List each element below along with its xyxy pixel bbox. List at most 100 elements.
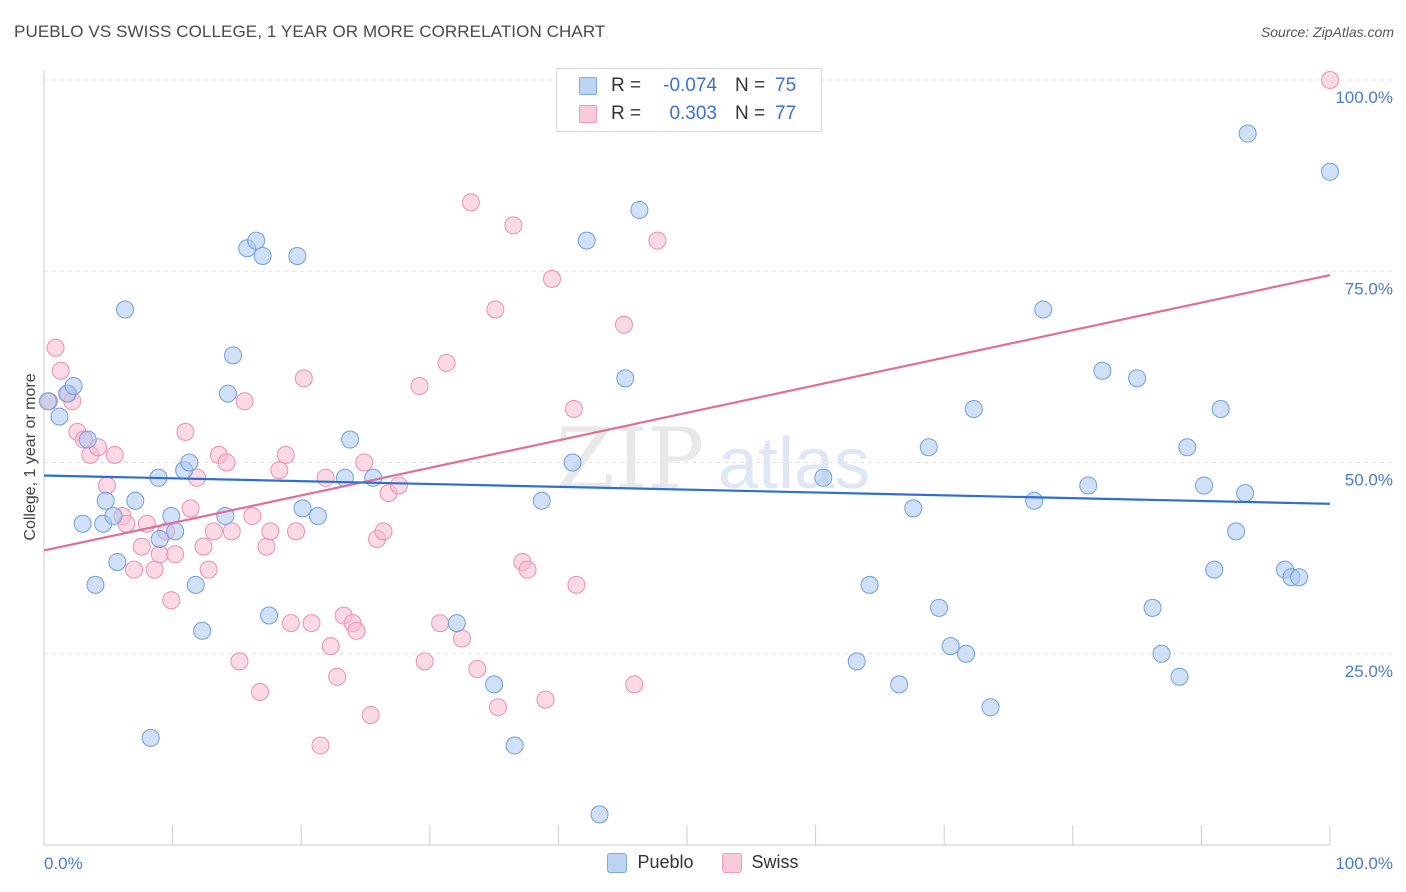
swiss-point-44 xyxy=(321,637,340,656)
swiss-n-value: 77 xyxy=(775,103,797,124)
swiss-point-61 xyxy=(468,660,487,679)
swiss-point-34 xyxy=(257,537,276,556)
legend-row-swiss: R = 0.303 N = 77 xyxy=(579,102,796,126)
swiss-point-45 xyxy=(328,667,347,686)
swiss-point-41 xyxy=(302,614,321,633)
swiss-point-50 xyxy=(361,705,380,724)
pueblo-point-0 xyxy=(38,392,57,411)
swiss-point-70 xyxy=(567,575,586,594)
pueblo-point-31 xyxy=(308,507,327,526)
swiss-point-14 xyxy=(132,537,151,556)
pueblo-point-45 xyxy=(847,652,866,671)
pueblo-point-24 xyxy=(224,346,243,365)
gridlines xyxy=(44,79,1393,655)
swiss-trend-line xyxy=(43,273,1331,552)
swiss-point-9 xyxy=(98,476,117,495)
swiss-point-24 xyxy=(194,537,213,556)
swiss-point-43 xyxy=(316,468,335,487)
swiss-point-76 xyxy=(1321,71,1339,89)
pueblo-point-68 xyxy=(1236,484,1255,503)
pueblo-point-61 xyxy=(1152,644,1171,663)
swiss-point-71 xyxy=(614,315,633,334)
pueblo-trend-line xyxy=(43,474,1331,505)
pueblo-point-60 xyxy=(1143,598,1162,617)
pueblo-r-label: R = xyxy=(611,75,642,96)
swiss-point-48 xyxy=(347,621,366,640)
source-label: Source: ZipAtlas.com xyxy=(1260,24,1394,40)
pueblo-point-15 xyxy=(150,530,169,548)
pueblo-point-12 xyxy=(126,491,145,510)
swiss-point-56 xyxy=(415,652,434,671)
swiss-point-20 xyxy=(166,545,185,564)
swiss-point-16 xyxy=(145,560,164,579)
swiss-point-28 xyxy=(217,453,236,472)
x-tick-label-min: 0.0% xyxy=(44,854,83,873)
swiss-point-10 xyxy=(105,445,124,464)
pueblo-point-53 xyxy=(964,399,983,418)
y-tick-label-75: 75.0% xyxy=(1345,279,1393,298)
pueblo-point-59 xyxy=(1128,369,1147,388)
swiss-point-21 xyxy=(176,422,195,441)
swiss-legend-label: Swiss xyxy=(751,852,799,872)
pueblo-point-41 xyxy=(590,805,609,824)
swiss-point-66 xyxy=(518,560,537,579)
legend-item-pueblo: Pueblo xyxy=(607,852,694,873)
swiss-point-35 xyxy=(261,522,280,541)
chart-title: PUEBLO VS SWISS COLLEGE, 1 YEAR OR MORE … xyxy=(14,22,606,41)
swiss-point-29 xyxy=(222,522,241,541)
pueblo-point-44 xyxy=(814,468,833,487)
x-tick-label-max: 100.0% xyxy=(1335,854,1393,873)
pueblo-n-value: 75 xyxy=(775,75,797,96)
swiss-point-59 xyxy=(452,629,471,648)
pueblo-r-value: -0.074 xyxy=(663,75,717,96)
pueblo-swatch xyxy=(579,77,597,95)
swiss-point-25 xyxy=(199,560,218,579)
pueblo-point-20 xyxy=(186,575,205,594)
pueblo-point-6 xyxy=(86,575,105,594)
pueblo-point-73 xyxy=(1321,162,1339,181)
swiss-point-40 xyxy=(294,369,313,388)
pueblo-legend-swatch xyxy=(607,852,628,873)
pueblo-point-54 xyxy=(981,698,1000,717)
pueblo-point-4 xyxy=(73,514,92,533)
swiss-point-58 xyxy=(437,354,456,373)
pueblo-point-19 xyxy=(180,453,199,472)
pueblo-point-58 xyxy=(1093,361,1112,380)
swiss-point-63 xyxy=(488,698,507,717)
swiss-point-68 xyxy=(542,269,561,288)
pueblo-points xyxy=(38,124,1339,824)
swiss-point-72 xyxy=(625,675,644,694)
swiss-point-2 xyxy=(51,361,70,380)
pueblo-point-1 xyxy=(50,407,69,426)
y-tick-labels: 25.0% 50.0% 75.0% 100.0% xyxy=(1335,88,1393,681)
pueblo-point-30 xyxy=(293,499,312,518)
trend-lines xyxy=(43,273,1331,552)
swiss-point-33 xyxy=(251,683,270,701)
swiss-point-30 xyxy=(230,652,249,671)
series-legend: Pueblo Swiss xyxy=(0,852,1406,873)
swiss-point-26 xyxy=(204,522,223,541)
pueblo-point-28 xyxy=(260,606,279,625)
pueblo-point-39 xyxy=(563,453,582,472)
swiss-n-label: N = xyxy=(735,103,766,124)
swiss-point-31 xyxy=(235,392,254,411)
y-tick-label-100: 100.0% xyxy=(1335,88,1393,107)
pueblo-point-47 xyxy=(890,675,909,694)
pueblo-point-65 xyxy=(1205,560,1224,579)
swiss-legend-swatch xyxy=(721,852,742,873)
swiss-point-38 xyxy=(281,614,300,633)
pueblo-legend-label: Pueblo xyxy=(637,852,694,872)
swiss-point-42 xyxy=(311,736,330,755)
correlation-legend: R = -0.074 N = 75 R = 0.303 N = 77 xyxy=(556,68,822,132)
swiss-point-1 xyxy=(46,338,65,357)
pueblo-point-37 xyxy=(505,736,524,755)
swiss-point-62 xyxy=(486,300,505,319)
pueblo-point-3 xyxy=(64,377,83,395)
pueblo-point-64 xyxy=(1194,476,1213,495)
pueblo-point-26 xyxy=(247,231,266,250)
swiss-point-22 xyxy=(181,499,200,518)
swiss-point-52 xyxy=(374,522,393,541)
pueblo-point-42 xyxy=(616,369,635,388)
pueblo-point-9 xyxy=(104,507,123,526)
